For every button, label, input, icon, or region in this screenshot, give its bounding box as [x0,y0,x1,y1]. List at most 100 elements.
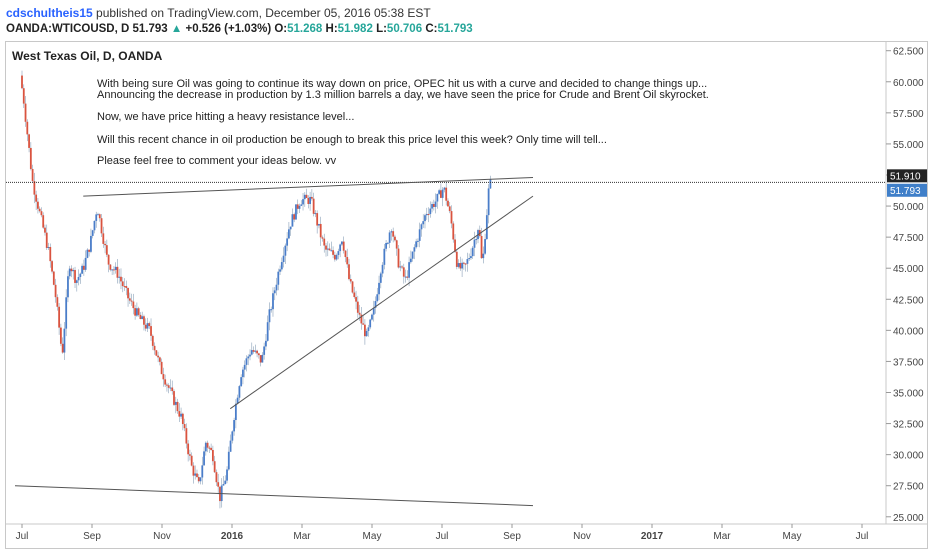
candle-down [104,243,106,246]
candle-down [432,204,435,207]
candle-down [157,355,159,358]
candle-down [310,196,313,199]
candle-down [455,251,458,267]
x-tick-label: Nov [153,531,171,542]
candle-up [79,273,82,277]
candle-up [266,322,269,341]
candle-up [424,215,426,222]
candle-up [47,247,50,249]
candle-down [54,284,57,298]
candle-down [144,324,147,329]
candle-down [167,385,170,388]
candle-up [326,248,329,250]
candle-up [203,451,205,466]
time-axis: Jul Sep Nov 2016 Mar May Jul Sep Nov 2017 Mar May Ju… [16,524,868,542]
candle-up [473,239,476,248]
candle-down [211,449,214,462]
candle-down [82,265,85,270]
candle-up [204,442,207,452]
candle-down [213,461,216,473]
candle-down [98,214,101,219]
candle-up [65,297,68,329]
candle-up [95,214,98,221]
candle-up [302,199,304,205]
annotation-line-5: Please feel free to comment your ideas b… [97,155,337,167]
y-tick-label: 37.500 [893,357,924,368]
candle-up [337,251,340,255]
candle-up [390,231,393,233]
candle-down [26,121,29,135]
candle-down [28,134,30,148]
candle-up [275,284,278,291]
last-price: 51.793 [132,23,168,35]
candle-down [21,75,23,89]
candle-down [173,391,175,405]
candle-up [201,465,204,478]
candle-down [56,297,59,307]
candle-down [257,353,260,356]
candle-down [312,198,315,214]
price-labels: 51.910 51.793 [887,169,927,197]
candle-up [399,266,402,268]
candle-down [187,443,190,455]
candle-up [68,268,71,277]
candle-up [273,290,276,294]
candle-up [229,440,232,452]
candle-up [475,239,478,241]
candle-down [448,206,451,212]
candle-down [464,263,467,265]
candle-down [166,384,168,386]
candle-down [217,482,220,487]
candle-down [155,350,158,356]
candle-up [369,319,372,328]
candle-down [40,211,43,216]
high-value: 51.982 [337,23,373,35]
candle-up [77,276,80,281]
candle-up [111,269,114,271]
candle-up [91,230,94,236]
candle-up [194,473,197,476]
candle-down [164,379,167,385]
candle-down [29,147,32,169]
candle-up [90,235,92,252]
candle-down [355,297,357,302]
candle-up [339,244,342,252]
y-tick-label: 55.000 [893,140,924,151]
candle-up [300,204,303,206]
candle-down [363,324,366,337]
y-tick-label: 40.000 [893,326,924,337]
candle-down [325,245,327,250]
candle-up [457,263,460,267]
candle-up [367,327,370,331]
author-link[interactable]: cdschultheis15 [6,6,93,20]
candle-up [404,276,407,278]
candle-up [471,247,474,257]
candle-up [224,480,227,484]
up-arrow-icon: ▲ [170,23,183,35]
candle-up [489,179,492,189]
candle-up [429,208,432,215]
candle-up [378,282,380,295]
candle-down [344,250,347,258]
candle-up [383,248,386,265]
candle-down [427,213,430,215]
symbol-label: OANDA:WTICOUSD, D [6,23,130,35]
candle-down [143,316,145,325]
candle-down [74,270,76,283]
low-label: L: [376,23,387,35]
trendline-bottom [14,485,534,507]
y-tick-label: 45.000 [893,264,924,275]
candle-up [431,204,433,209]
candle-up [482,253,485,259]
candles [21,70,492,509]
candle-down [109,264,112,270]
candle-down [256,350,258,354]
candle-up [86,249,89,258]
candle-down [215,472,218,483]
chart-frame[interactable] [5,41,928,549]
candle-down [151,335,154,346]
candle-up [114,266,117,270]
y-tick-label: 47.500 [893,233,924,244]
candle-down [356,301,359,313]
